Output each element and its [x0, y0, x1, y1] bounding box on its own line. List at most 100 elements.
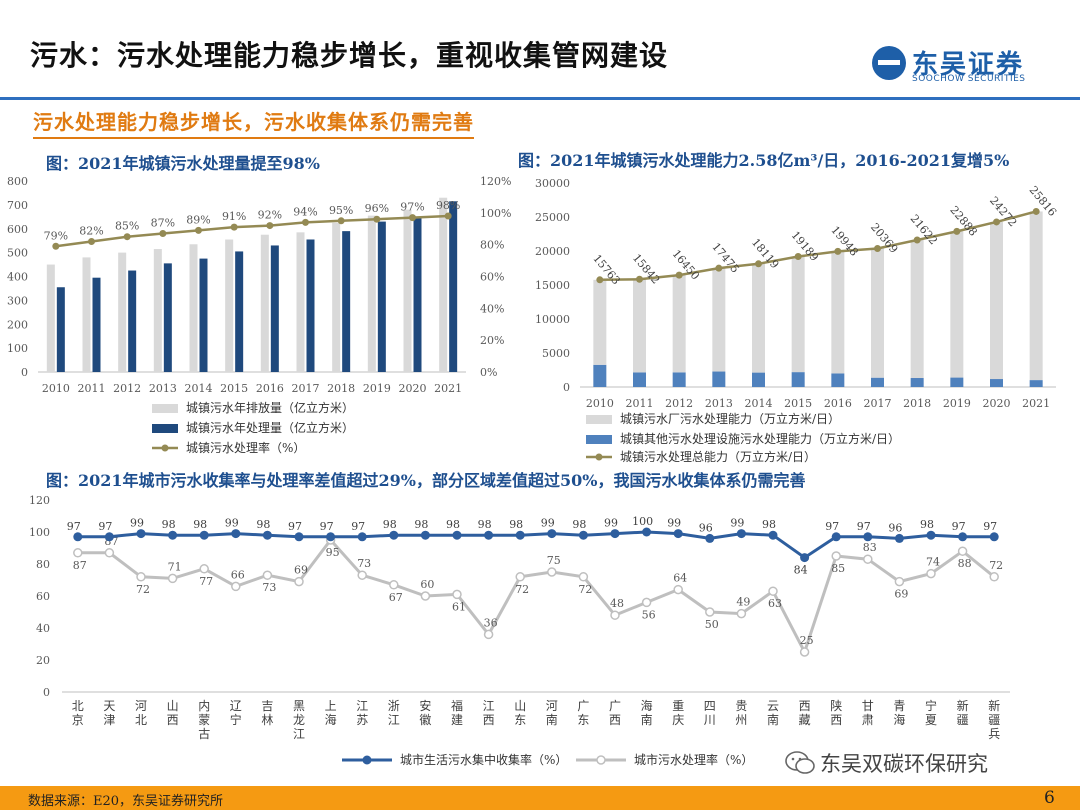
x-tick-label: 江西 [483, 699, 495, 727]
collection-rate-point [262, 530, 272, 540]
collection-rate-point [326, 532, 336, 542]
treatment-rate-label: 60 [420, 578, 434, 591]
treatment-bar [199, 258, 208, 372]
x-tick-label: 浙江 [388, 699, 400, 727]
treatment-rate-label: 75 [547, 554, 561, 567]
treatment-rate-point [444, 212, 452, 220]
x-tick-label: 山东 [514, 699, 526, 727]
x-tick-label: 2018 [903, 397, 931, 410]
treatment-rate-point [705, 607, 715, 617]
x-tick-label: 重庆 [672, 699, 684, 727]
page-title: 污水：污水处理能力稳步增长，重视收集管网建设 [30, 39, 669, 72]
collection-rate-label: 84 [794, 564, 808, 577]
x-tick-label: 西藏 [799, 699, 811, 727]
legend-swatch [586, 435, 612, 444]
collection-rate-point [515, 530, 525, 540]
x-tick-label: 2018 [327, 382, 355, 395]
logo-english-name: SOOCHOW SECURITIES [912, 74, 1026, 84]
treatment-rate-label: 92% [258, 209, 282, 222]
treatment-rate-label: 94% [293, 205, 317, 218]
logo-chinese-name: 东吴证券 [912, 50, 1025, 80]
treatment-rate-label: 63 [768, 597, 782, 610]
treatment-rate-point [768, 586, 778, 596]
x-tick-label: 2019 [943, 397, 971, 410]
collection-rate-label: 97 [983, 520, 997, 533]
treatment-bar [128, 270, 137, 372]
total-capacity-point [953, 227, 961, 235]
treatment-rate-point [863, 554, 873, 564]
y2-tick-label: 120% [480, 175, 511, 188]
legend-swatch-marker [596, 755, 606, 765]
treatment-rate-point [294, 576, 304, 587]
discharge-bar [153, 249, 162, 372]
legend-label: 城市生活污水集中收集率（%） [400, 752, 567, 767]
treatment-rate-label: 91% [222, 210, 246, 223]
treatment-rate-label: 36 [484, 616, 498, 629]
treatment-rate-label: 72 [515, 583, 529, 596]
discharge-bar [46, 264, 55, 372]
x-tick-label: 陕西 [830, 698, 842, 727]
x-tick-label: 辽宁 [230, 699, 242, 727]
total-capacity-point [874, 244, 881, 252]
x-tick-label: 河南 [546, 699, 558, 727]
legend-label: 城镇污水年处理量（亿立方米） [186, 420, 354, 435]
treatment-rate-label: 64 [673, 572, 687, 585]
x-tick-label: 2017 [864, 397, 892, 410]
treatment-rate-point [736, 608, 747, 619]
treatment-rate-label: 79% [44, 229, 68, 242]
plant-capacity-bar [950, 231, 964, 378]
x-tick-label: 2011 [78, 382, 106, 395]
plant-capacity-bar [633, 279, 646, 373]
x-tick-label: 2016 [824, 397, 852, 410]
collection-rate-point [73, 532, 83, 542]
y-tick-label: 60 [36, 590, 50, 603]
collection-rate-label: 97 [98, 520, 112, 533]
treatment-rate-point [420, 591, 431, 601]
page-number: 6 [1044, 788, 1055, 808]
treatment-rate-label: 66 [231, 568, 245, 581]
discharge-bar [367, 215, 376, 372]
treatment-rate-label: 72 [136, 583, 150, 596]
treatment-bar [306, 239, 315, 372]
treatment-rate-label: 97% [400, 201, 424, 214]
collection-rate-label: 96 [699, 521, 713, 534]
collection-rate-label: 99 [541, 517, 555, 530]
y-tick-label: 15000 [535, 279, 570, 292]
treatment-rate-label: 72 [989, 559, 1003, 572]
x-tick-label: 2013 [705, 397, 733, 410]
x-tick-label: 北京 [72, 699, 84, 727]
collection-rate-point [104, 532, 114, 542]
header-divider [0, 97, 1080, 100]
x-tick-label: 福建 [451, 698, 463, 727]
treatment-rate-label: 88 [958, 557, 972, 570]
plant-capacity-bar [1029, 211, 1043, 381]
x-tick-label: 2012 [113, 382, 141, 395]
treatment-rate-label: 87 [73, 559, 87, 572]
treatment-rate-label: 73 [262, 581, 276, 594]
y-tick-label: 600 [7, 223, 28, 236]
collection-rate-point [547, 529, 557, 539]
x-tick-label: 2021 [434, 382, 462, 395]
treatment-rate-label: 72 [578, 583, 592, 596]
other-facility-bar [633, 372, 646, 387]
legend-label: 城镇污水厂污水处理能力（万立方米/日） [620, 411, 840, 426]
x-tick-label: 2021 [1022, 397, 1050, 410]
total-capacity-line [599, 210, 1037, 282]
x-tick-label: 海南 [641, 698, 653, 727]
y-tick-label: 500 [7, 247, 28, 260]
plant-capacity-bar [752, 263, 765, 373]
wechat-account-label: 东吴双碳环保研究 [820, 752, 988, 776]
treatment-bar [449, 201, 458, 372]
collection-rate-point [610, 529, 620, 539]
collection-rate-label: 97 [320, 520, 334, 533]
treatment-rate-label: 74 [926, 556, 940, 569]
treatment-rate-label: 50 [705, 618, 719, 631]
discharge-bar [189, 244, 198, 372]
treatment-rate-point [159, 230, 167, 238]
total-capacity-point [636, 275, 643, 283]
other-facility-bar [910, 378, 924, 387]
collection-rate-point [642, 527, 652, 537]
collection-rate-label: 96 [888, 521, 902, 534]
treatment-rate-point [262, 570, 273, 580]
